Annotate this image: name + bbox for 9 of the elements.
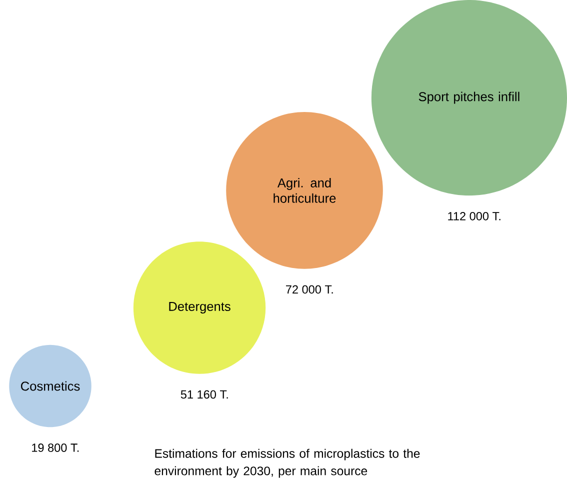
category-label: Sport pitches infill — [418, 92, 520, 104]
data-label: 19 800 T. — [32, 444, 79, 452]
data-label: 51 160 T. — [180, 390, 228, 399]
text: Estimations for emissions of microplastics to the environment by 2030, per main source — [154, 449, 420, 478]
category-label: Detergents — [169, 302, 230, 314]
category-label: Cosmetics — [20, 381, 80, 391]
data-label: 112 000 T. — [448, 212, 500, 221]
data-label: 72 000 T. — [286, 285, 333, 294]
category-label: Agri. and horticulture — [274, 178, 336, 203]
